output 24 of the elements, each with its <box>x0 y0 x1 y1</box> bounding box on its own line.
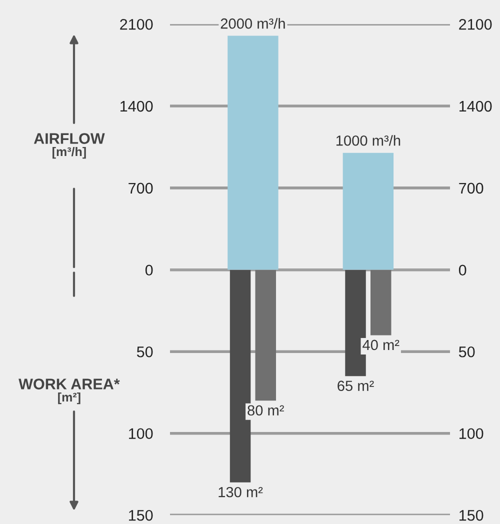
data-label: 65 m² <box>338 380 374 392</box>
data-label: 130 m² <box>218 486 263 498</box>
y2-tick-label: 150 <box>460 510 484 521</box>
y-tick-label: 2100 <box>120 18 153 30</box>
data-label: 2000 m³/h <box>220 18 285 29</box>
y-tick-label: 100 <box>129 428 153 440</box>
y2-tick-label: 0 <box>458 264 466 276</box>
data-label: 80 m² <box>248 405 284 416</box>
y2-tick-label: 700 <box>459 182 484 194</box>
y2-tick-label: 100 <box>460 428 484 440</box>
y2-tick-label: 2100 <box>459 18 492 30</box>
bar <box>370 270 392 336</box>
y2-tick-label: 50 <box>458 346 475 358</box>
y-tick-label: 0 <box>145 264 153 276</box>
data-label: 1000 m³/h <box>336 135 400 146</box>
y-tick-label: 700 <box>128 182 153 194</box>
data-label: 40 m² <box>362 340 400 350</box>
y-axis-title: AIRFLOW [m³/h] <box>34 133 105 159</box>
bar <box>255 270 276 401</box>
y-axis-title: WORK AREA* [m²] <box>18 378 120 404</box>
y2-tick-label: 1400 <box>460 100 492 112</box>
y-tick-label: 150 <box>129 510 153 521</box>
y-tick-label: 50 <box>136 346 153 358</box>
y-tick-label: 1400 <box>120 100 153 112</box>
